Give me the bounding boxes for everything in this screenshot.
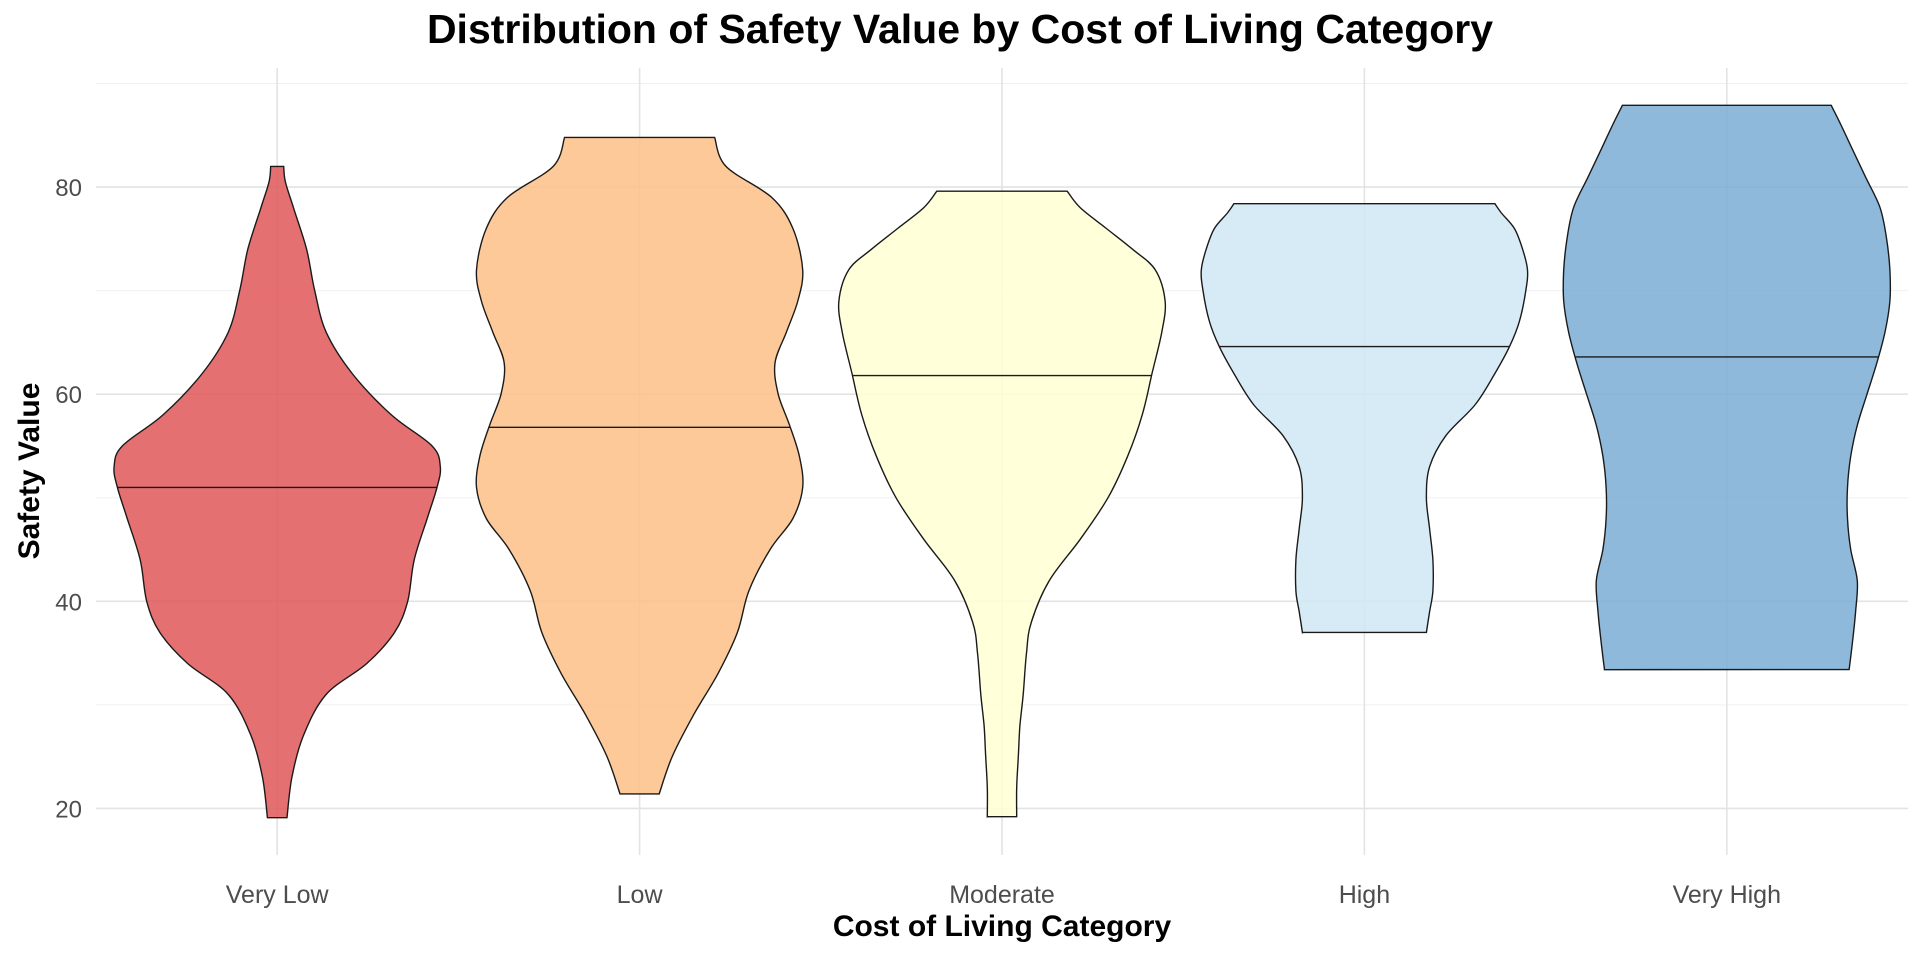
violin-very-low xyxy=(113,165,442,819)
x-tick-label: Low xyxy=(617,881,664,909)
x-tick-labels: Very Low Low Moderate High Very High xyxy=(226,881,1781,909)
y-tick-label: 80 xyxy=(55,175,82,202)
violin-moderate xyxy=(837,190,1167,818)
y-tick-label: 40 xyxy=(55,589,82,616)
violins xyxy=(113,104,1892,819)
x-tick-label: Very High xyxy=(1673,881,1781,909)
y-tick-labels: 20 40 60 80 xyxy=(55,175,82,823)
y-tick-label: 60 xyxy=(55,382,82,409)
x-axis-label: Cost of Living Category xyxy=(832,910,1172,943)
violin-high xyxy=(1200,203,1529,635)
chart-title: Distribution of Safety Value by Cost of … xyxy=(426,6,1494,52)
violin-low xyxy=(475,136,804,795)
x-tick-label: Very Low xyxy=(226,881,330,909)
x-tick-label: Moderate xyxy=(949,881,1055,909)
violin-very-high xyxy=(1562,104,1892,671)
y-tick-label: 20 xyxy=(55,796,82,823)
x-tick-label: High xyxy=(1339,881,1390,909)
